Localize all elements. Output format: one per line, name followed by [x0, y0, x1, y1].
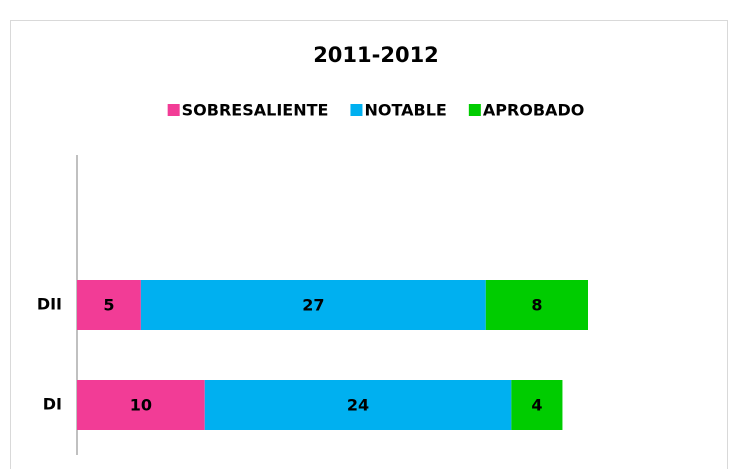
bar-segment — [511, 380, 563, 430]
bar-segment — [140, 280, 486, 330]
y-tick-label: DI — [43, 395, 62, 414]
legend-label: NOTABLE — [364, 101, 446, 120]
legend-swatch — [167, 104, 180, 116]
data-label: 10 — [130, 396, 152, 415]
y-tick-label: DII — [37, 295, 62, 314]
legend-label: APROBADO — [483, 101, 585, 120]
data-label: 4 — [531, 396, 542, 415]
legend-swatch — [350, 104, 363, 116]
bar-segment — [77, 380, 205, 430]
legend-swatch — [468, 104, 481, 116]
bar-segment — [204, 380, 512, 430]
bar-segment — [485, 280, 588, 330]
data-label: 5 — [103, 296, 114, 315]
chart-title: 2011-2012 — [313, 43, 439, 67]
data-label: 8 — [531, 296, 542, 315]
data-label: 24 — [347, 396, 369, 415]
legend-label: SOBRESALIENTE — [182, 101, 329, 120]
bar-segment — [77, 280, 141, 330]
data-label: 27 — [302, 296, 324, 315]
